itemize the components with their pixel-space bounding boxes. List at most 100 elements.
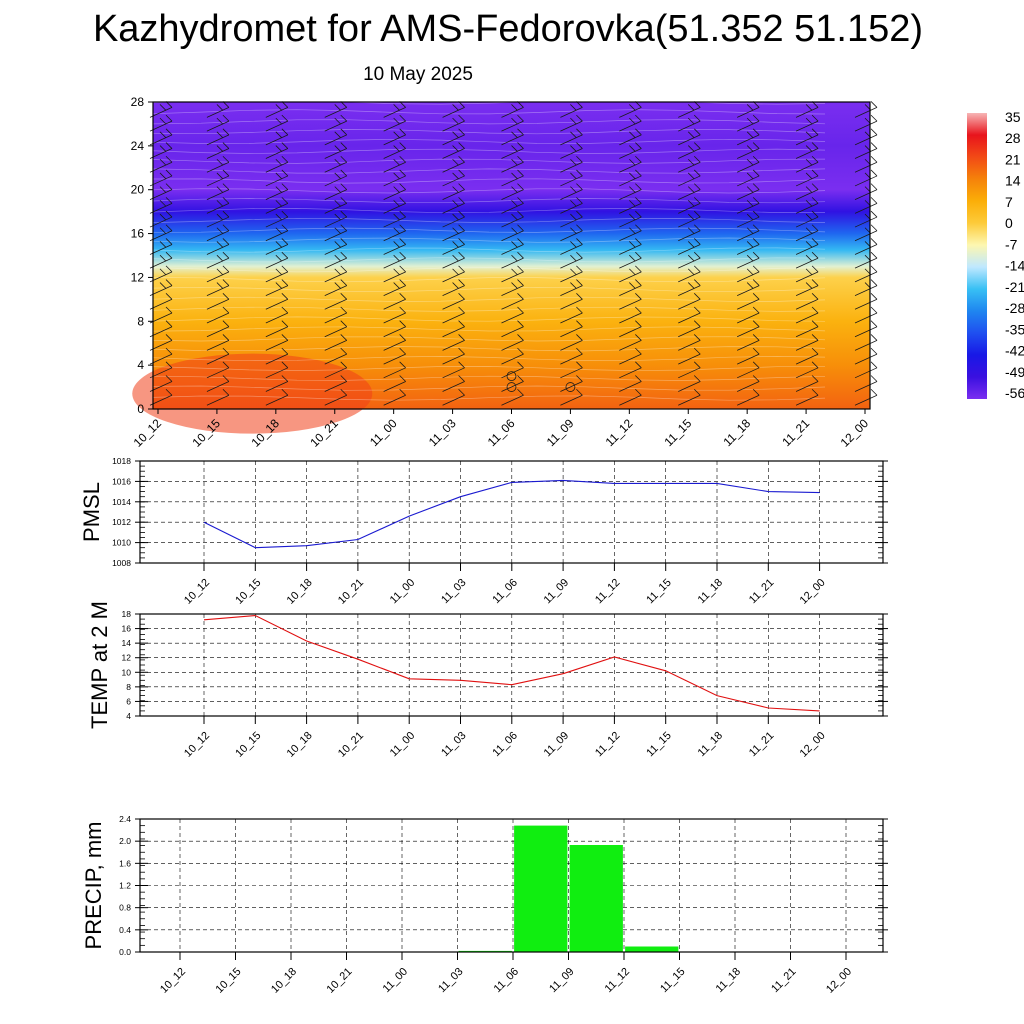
wind-barb-shaft [149,340,173,351]
wind-barb-feather [576,169,583,177]
wind-barb [206,114,230,132]
wind-barb [265,210,289,228]
wind-barb-shaft [795,326,819,338]
wind-barb-feather [511,213,518,221]
wind-barb [324,388,348,406]
wind-barb-feather [746,268,754,276]
wind-barb-feather [805,213,813,221]
wind-barb-shaft [737,230,760,242]
wind-barb [795,293,819,310]
wind-barb-shaft [737,367,760,379]
wind-barb-feather [811,320,819,327]
wind-barb [265,114,289,132]
wind-barb-feather [222,388,230,396]
wind-barb [619,114,642,132]
wind-barb-shaft [149,394,173,406]
wind-barb-feather [752,238,760,245]
x-tick-label: 11_12 [593,577,623,607]
y-tick-label: 2.4 [119,814,131,824]
wind-barb-shaft [324,202,347,214]
wind-barb-feather [752,306,760,314]
wind-barb-shaft [795,257,819,269]
y-tick-label: 18 [122,609,132,619]
y-tick-label: 0 [137,402,144,416]
wind-barb-feather [805,268,813,276]
wind-barb [795,142,819,159]
wind-barb-feather [222,279,230,286]
wind-barb [149,293,173,310]
wind-barb-feather [334,213,342,221]
wind-barb-feather [693,251,701,259]
wind-barb-feather [458,361,465,369]
wind-barb-feather [334,145,342,152]
wind-barb-shaft [206,326,230,338]
wind-barb-feather [746,186,754,193]
wind-barb [442,293,465,310]
wind-barb-feather [399,210,406,218]
wind-barb-shaft [678,312,701,324]
wind-barb-feather [517,388,524,396]
wind-barb-feather [334,117,342,125]
wind-barb [678,306,701,324]
wind-barb-shaft [737,216,760,228]
wind-barb-feather [635,279,642,286]
wind-barb [854,347,878,365]
contour-line [152,356,826,362]
wind-barb [265,265,289,283]
wind-barb [324,306,348,324]
wind-barb-feather [399,251,406,259]
wind-barb-shaft [854,120,878,132]
wind-barb-feather [393,282,400,289]
wind-barb-feather [275,117,283,125]
wind-barb-shaft [442,353,465,365]
precip-bar [625,946,679,952]
wind-barb [737,306,760,324]
wind-barb [501,375,524,392]
wind-barb [324,169,348,187]
wind-barb [206,210,230,228]
wind-barb-feather [870,238,878,245]
wind-barb-feather [399,197,406,204]
wind-barb-feather [334,282,342,289]
wind-barb-shaft [149,271,173,283]
wind-barb-shaft [383,202,406,214]
wind-barb [442,142,465,159]
wind-barb [324,197,348,214]
wind-barb-shaft [324,367,347,379]
wind-barb-feather [511,241,518,248]
x-tick-label: 11_21 [747,730,777,760]
x-tick-label: 10_21 [336,577,366,607]
wind-barb-feather [811,114,819,122]
wind-barb-feather [452,186,459,193]
wind-barb-feather [281,238,289,245]
wind-barb-feather [811,306,819,314]
wind-barb-feather [517,265,524,273]
y-tick-label: 1018 [112,456,131,466]
wind-barb-shaft [206,189,230,201]
wind-barb [560,224,583,242]
wind-barb [383,279,406,296]
colorbar-label: -42 [1005,343,1024,359]
wind-barb-shaft [678,394,701,406]
wind-barb [560,142,583,159]
contour-line [152,365,826,371]
wind-barb [737,334,760,351]
wind-barb [324,320,348,338]
wind-barb [442,224,465,242]
wind-barb [560,361,583,379]
wind-barb-shaft [501,381,524,392]
wind-barb [206,306,230,324]
wind-barb-feather [517,238,524,245]
y-tick-label: 1016 [112,476,131,486]
wind-barb [149,334,173,351]
wind-barb-shaft [678,298,701,310]
wind-barb-shaft [383,285,406,296]
wind-barb-feather [275,282,283,289]
wind-barb-shaft [383,189,406,201]
wind-barb [206,224,230,242]
x-tick-label: 11_15 [662,416,695,449]
wind-barb-shaft [619,326,642,338]
wind-barb-feather [746,282,754,289]
wind-barb [795,375,819,392]
